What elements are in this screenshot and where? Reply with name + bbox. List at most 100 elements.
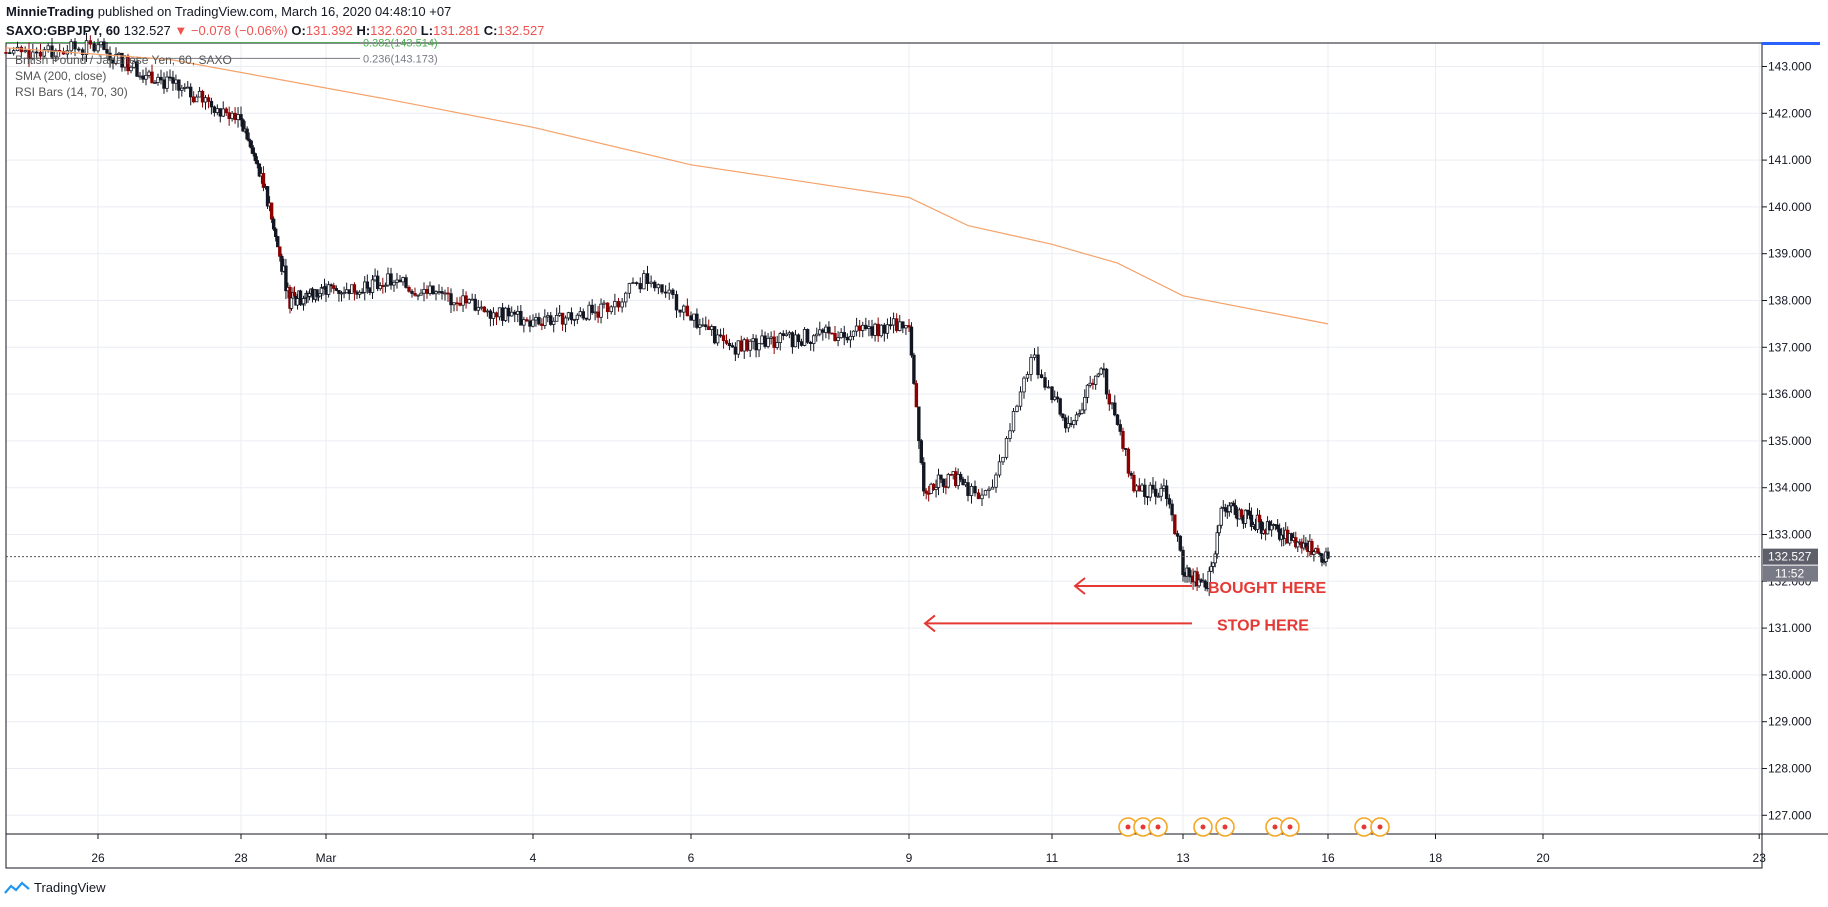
candle-body [721, 335, 726, 342]
candle-body [431, 285, 435, 295]
candle-body [695, 313, 699, 328]
candle-body [873, 323, 877, 336]
legend-symbol[interactable]: British Pound / Japanese Yen, 60, SAXO [15, 53, 232, 67]
candle-body [733, 346, 738, 355]
candle-body [473, 298, 477, 311]
candle-body [1247, 510, 1252, 516]
candle-body [352, 284, 357, 293]
candle-body [1102, 368, 1106, 371]
candle-body [557, 312, 562, 316]
candle-body [425, 289, 429, 294]
candle-body [1063, 417, 1068, 429]
candle-body [334, 288, 339, 291]
annotations[interactable]: BOUGHT HERE STOP HERE [923, 577, 1327, 634]
candle-body [919, 440, 923, 463]
bought-label[interactable]: BOUGHT HERE [1208, 580, 1327, 597]
time-tick-label: Mar [316, 851, 337, 865]
candle-body [980, 494, 984, 500]
candle-body [976, 492, 981, 500]
candle-body [1113, 402, 1117, 416]
candle-body [531, 319, 535, 327]
candle-body [159, 76, 163, 81]
candle-body [593, 311, 597, 314]
time-tick-label: 20 [1536, 851, 1550, 865]
candle-body [365, 281, 370, 289]
candle-body [135, 61, 139, 77]
candle-body [575, 314, 580, 320]
price-tick-label: 139.000 [1768, 247, 1812, 261]
candle-body [34, 51, 39, 54]
candle-body [310, 288, 315, 297]
candle-body [488, 310, 493, 319]
price-tick-label: 136.000 [1768, 387, 1812, 401]
candle-body [449, 293, 453, 306]
candle-body [212, 106, 217, 113]
candle-body [671, 289, 675, 295]
candle-body [1099, 368, 1103, 375]
candle-body [120, 52, 124, 68]
candle-body [787, 332, 792, 335]
candle-body [1137, 485, 1142, 492]
stop-label[interactable]: STOP HERE [1217, 617, 1309, 634]
economic-events[interactable] [1118, 817, 1390, 837]
candle-body [1269, 524, 1274, 531]
candle-body [973, 486, 977, 494]
legend-sma[interactable]: SMA (200, close) [15, 69, 107, 83]
candle-body [1077, 413, 1081, 416]
candle-body [129, 66, 133, 72]
candle-body [718, 334, 723, 337]
candle-body [836, 337, 840, 341]
author-name[interactable]: MinnieTrading [6, 4, 95, 19]
candle-body [189, 86, 193, 98]
candle-body [584, 317, 588, 320]
candle-body [912, 354, 916, 384]
candle-body [1326, 551, 1330, 559]
fibonacci-levels[interactable]: 0.382(143.514) 0.236(143.173) [6, 37, 438, 65]
candle-body [778, 333, 782, 343]
symbol-label[interactable]: SAXO:GBPJPY, 60 [6, 23, 121, 38]
time-axis[interactable]: 2628Mar4691113161820232527 [91, 834, 1828, 865]
candle-body [812, 335, 816, 344]
candle-body [827, 326, 831, 334]
publish-info: published on TradingView.com, March 16, … [97, 4, 452, 19]
candle-body [540, 323, 544, 326]
price-axis[interactable]: 143.000 142.000 141.000 140.000 139.000 138.0… [1762, 60, 1812, 823]
price-tags: 132.527 11:52 [1763, 548, 1818, 582]
close-label: C: [483, 23, 498, 38]
candle-body [1134, 485, 1139, 492]
candle-body [27, 50, 31, 60]
price-tick-label: 134.000 [1768, 481, 1812, 495]
candle-body [292, 291, 297, 297]
candle-body [485, 310, 490, 313]
candle-body [1310, 541, 1314, 555]
candle-body [218, 108, 222, 117]
candle-body [105, 49, 109, 54]
high-value: 132.620 [370, 23, 418, 38]
candle-body [215, 108, 220, 113]
candle-body [69, 41, 73, 52]
candle-body [649, 281, 653, 285]
candle-body [799, 341, 804, 346]
candle-body [513, 311, 517, 315]
price-tick-label: 127.000 [1768, 808, 1812, 822]
candle-body [342, 292, 346, 295]
price-chart[interactable]: 143.000 142.000 141.000 140.000 139.000 138.0… [0, 0, 1828, 870]
candle-body [1129, 472, 1133, 476]
brand-name[interactable]: TradingView [34, 880, 106, 895]
tradingview-logo-icon[interactable] [4, 880, 30, 895]
candle-body [153, 82, 157, 84]
candle-body [1162, 485, 1166, 489]
candle-body [491, 312, 496, 319]
candle-body [224, 108, 228, 114]
candle-body [1132, 474, 1136, 492]
candle-body [1121, 431, 1125, 449]
legend-rsi[interactable]: RSI Bars (14, 70, 30) [15, 85, 128, 99]
candle-body [522, 319, 526, 326]
candle-body [1195, 571, 1199, 587]
price-tick-label: 128.000 [1768, 762, 1812, 776]
candle-body [233, 112, 237, 121]
time-tick-label: 4 [530, 851, 537, 865]
candle-body [631, 282, 635, 285]
candle-body [1219, 507, 1223, 526]
candle-body [1115, 414, 1120, 425]
